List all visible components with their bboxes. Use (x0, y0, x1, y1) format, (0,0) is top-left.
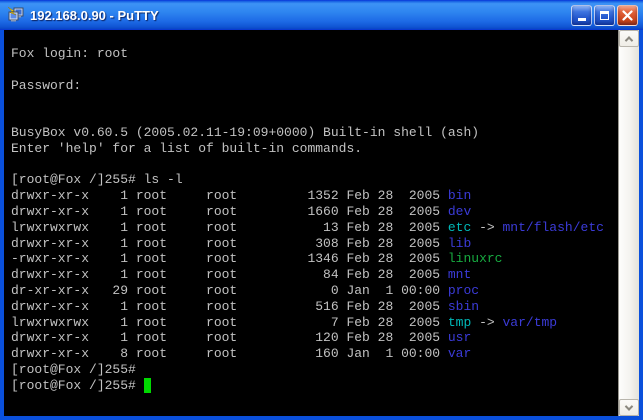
terminal-text-segment: BusyBox v0.60.5 (2005.02.11-19:09+0000) … (11, 124, 480, 140)
terminal-line: drwxr-xr-x 8 root root 160 Jan 1 00:00 v… (11, 346, 618, 362)
terminal-line (11, 109, 618, 125)
window-title: 192.168.0.90 - PuTTY (30, 7, 159, 23)
terminal-text-segment: linuxrc (447, 251, 503, 267)
terminal-text-segment: mnt/flash/etc (502, 219, 604, 235)
scrollbar-track[interactable] (619, 47, 639, 399)
window-content: Fox login: root Password: BusyBox v0.60.… (4, 30, 639, 416)
terminal-text-segment: lib (447, 235, 472, 251)
terminal-line: Password: (11, 78, 618, 94)
terminal-line: drwxr-xr-x 1 root root 120 Feb 28 2005 u… (11, 330, 618, 346)
terminal-text-segment: [root@Fox /]255# (11, 361, 136, 377)
terminal-text-segment: [root@Fox /]255# (11, 377, 144, 393)
close-icon (622, 9, 633, 21)
terminal-line (11, 157, 618, 173)
terminal-line: [root@Fox /]255# (11, 362, 618, 378)
maximize-icon (600, 10, 609, 20)
terminal-line: drwxr-xr-x 1 root root 84 Feb 28 2005 mn… (11, 267, 618, 283)
terminal-text-segment: -rwxr-xr-x 1 root root 1346 Feb 28 2005 (11, 251, 448, 267)
title-bar[interactable]: 192.168.0.90 - PuTTY (0, 0, 643, 30)
minimize-button[interactable] (571, 4, 592, 26)
terminal-text-segment: drwxr-xr-x 1 root root 1352 Feb 28 2005 (11, 188, 448, 204)
window-controls (571, 4, 638, 26)
terminal-text-segment: drwxr-xr-x 1 root root 516 Feb 28 2005 (11, 298, 448, 314)
terminal-text-segment: usr (447, 330, 472, 346)
terminal-screen[interactable]: Fox login: root Password: BusyBox v0.60.… (4, 30, 618, 416)
terminal-line: dr-xr-xr-x 29 root root 0 Jan 1 00:00 pr… (11, 283, 618, 299)
terminal-line: drwxr-xr-x 1 root root 1352 Feb 28 2005 … (11, 188, 618, 204)
terminal-text-segment: Enter 'help' for a list of built-in comm… (11, 140, 363, 156)
terminal-text-segment: var (447, 346, 472, 362)
terminal-text-segment: lrwxrwxrwx 1 root root 13 Feb 28 2005 (11, 219, 448, 235)
terminal-text-segment: bin (447, 188, 472, 204)
terminal-line: drwxr-xr-x 1 root root 516 Feb 28 2005 s… (11, 299, 618, 315)
terminal-text-segment: drwxr-xr-x 1 root root 308 Feb 28 2005 (11, 235, 448, 251)
terminal-line: Fox login: root (11, 46, 618, 62)
terminal-text-segment: dr-xr-xr-x 29 root root 0 Jan 1 00:00 (11, 282, 448, 298)
terminal-line: lrwxrwxrwx 1 root root 7 Feb 28 2005 tmp… (11, 315, 618, 331)
terminal-text-segment: tmp (447, 314, 472, 330)
terminal-line (11, 62, 618, 78)
minimize-icon (577, 17, 586, 21)
terminal-text-segment: -> (471, 219, 503, 235)
terminal-line: BusyBox v0.60.5 (2005.02.11-19:09+0000) … (11, 125, 618, 141)
terminal-text-segment: dev (447, 203, 472, 219)
terminal-cursor (143, 377, 152, 393)
maximize-button[interactable] (594, 4, 615, 26)
terminal-text-segment: -> (471, 314, 503, 330)
vertical-scrollbar[interactable] (618, 30, 639, 416)
terminal-text-segment: drwxr-xr-x 1 root root 120 Feb 28 2005 (11, 330, 448, 346)
terminal-text-segment: sbin (447, 298, 480, 314)
terminal-line: drwxr-xr-x 1 root root 308 Feb 28 2005 l… (11, 236, 618, 252)
terminal-text-segment: mnt (447, 267, 472, 283)
terminal-line: Enter 'help' for a list of built-in comm… (11, 141, 618, 157)
terminal-line: -rwxr-xr-x 1 root root 1346 Feb 28 2005 … (11, 251, 618, 267)
terminal-text-segment: [root@Fox /]255# ls -l (11, 172, 183, 188)
terminal-text-segment: lrwxrwxrwx 1 root root 7 Feb 28 2005 (11, 314, 448, 330)
terminal-line (11, 93, 618, 109)
terminal-text-segment: drwxr-xr-x 1 root root 1660 Feb 28 2005 (11, 203, 448, 219)
putty-icon[interactable] (7, 6, 25, 24)
terminal-line: lrwxrwxrwx 1 root root 13 Feb 28 2005 et… (11, 220, 618, 236)
terminal-line: [root@Fox /]255# (11, 377, 618, 394)
terminal-text-segment: proc (447, 282, 480, 298)
scroll-down-button[interactable] (619, 399, 639, 416)
terminal-text-segment: var/tmp (502, 314, 558, 330)
chevron-down-icon (624, 401, 634, 411)
terminal-text-segment: Password: (11, 77, 82, 93)
terminal-text-segment: Fox login: root (11, 46, 129, 61)
close-button[interactable] (617, 4, 638, 26)
terminal-text-segment: drwxr-xr-x 8 root root 160 Jan 1 00:00 (11, 346, 448, 362)
chevron-up-icon (624, 35, 634, 45)
scroll-up-button[interactable] (619, 30, 639, 47)
terminal-text-segment: etc (447, 219, 472, 235)
terminal-line: [root@Fox /]255# ls -l (11, 172, 618, 188)
terminal-line: drwxr-xr-x 1 root root 1660 Feb 28 2005 … (11, 204, 618, 220)
terminal-text-segment: drwxr-xr-x 1 root root 84 Feb 28 2005 (11, 267, 448, 283)
